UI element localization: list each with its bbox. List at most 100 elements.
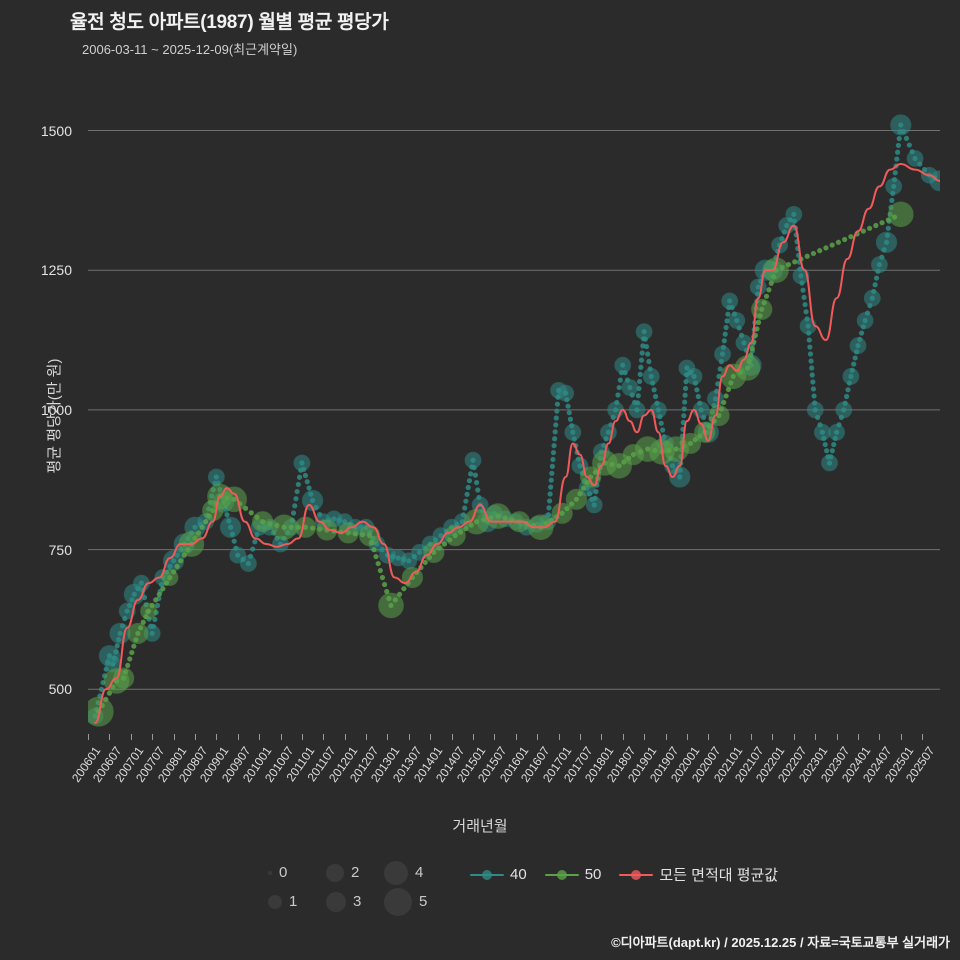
x-tick-mark: [686, 734, 688, 740]
data-bubble[interactable]: [423, 541, 445, 563]
connector-dot: [546, 498, 553, 504]
connector-dot: [807, 351, 814, 357]
size-legend: 0 2 4 1 3 5: [268, 858, 442, 916]
data-bubble[interactable]: [849, 337, 867, 355]
size-legend-bubble: [326, 863, 344, 882]
connector-dot: [294, 488, 300, 495]
data-bubble[interactable]: [785, 205, 803, 223]
data-bubble[interactable]: [628, 401, 646, 419]
data-bubble[interactable]: [707, 390, 724, 408]
data-bubble[interactable]: [293, 454, 311, 472]
data-bubble[interactable]: [378, 592, 404, 619]
data-bubble[interactable]: [828, 423, 846, 441]
size-legend-label: 1: [289, 893, 298, 910]
data-bubble[interactable]: [88, 696, 114, 727]
data-bubble[interactable]: [749, 278, 767, 296]
data-bubble[interactable]: [621, 379, 639, 396]
connector-dot: [844, 393, 850, 400]
data-bubble[interactable]: [240, 555, 257, 572]
connector-dot: [441, 541, 448, 547]
data-bubble[interactable]: [221, 486, 247, 513]
data-bubble[interactable]: [642, 367, 660, 385]
data-bubble[interactable]: [557, 384, 575, 402]
average-line[interactable]: [94, 163, 940, 724]
data-bubble[interactable]: [679, 432, 702, 455]
connector-dot: [903, 135, 910, 141]
x-tick-mark: [237, 734, 239, 740]
connector-dot: [384, 588, 390, 595]
data-bubble[interactable]: [207, 468, 225, 486]
data-bubble[interactable]: [464, 451, 482, 469]
connector-dot: [290, 510, 297, 516]
x-tick-mark: [473, 734, 474, 740]
data-bubble[interactable]: [842, 367, 860, 385]
connector-dot: [292, 503, 298, 509]
data-bubble[interactable]: [316, 519, 338, 541]
series-legend-item[interactable]: 40: [470, 866, 527, 883]
connector-dot: [806, 337, 812, 343]
data-bubble[interactable]: [359, 525, 381, 547]
connector-dot: [766, 287, 772, 293]
data-bubble[interactable]: [485, 503, 511, 529]
data-bubble[interactable]: [906, 150, 924, 167]
data-bubble[interactable]: [140, 602, 158, 620]
data-bubble[interactable]: [565, 488, 587, 510]
data-bubble[interactable]: [714, 345, 731, 363]
connector-dot: [755, 319, 762, 325]
y-tick-label: 1000: [40, 401, 72, 418]
y-tick-label: 1500: [40, 122, 72, 139]
data-bubble[interactable]: [813, 423, 831, 441]
data-bubble[interactable]: [294, 516, 317, 538]
data-bubble[interactable]: [728, 312, 746, 329]
data-bubble[interactable]: [890, 114, 912, 136]
data-bubble[interactable]: [229, 546, 247, 564]
connector-dot: [835, 239, 842, 245]
data-bubble[interactable]: [685, 367, 703, 385]
connector-dot: [295, 481, 301, 488]
data-bubble[interactable]: [835, 401, 853, 419]
data-bubble[interactable]: [219, 516, 242, 538]
data-bubble[interactable]: [763, 257, 789, 284]
data-bubble[interactable]: [127, 622, 149, 645]
data-bubble[interactable]: [875, 231, 898, 253]
series-connector-40: [92, 122, 938, 719]
data-bubble[interactable]: [161, 569, 179, 586]
data-bubble[interactable]: [821, 454, 838, 472]
data-bubble[interactable]: [271, 514, 297, 541]
data-bubble[interactable]: [885, 178, 903, 195]
x-tick-mark: [109, 734, 111, 740]
series-legend-item[interactable]: 50: [544, 866, 601, 883]
data-bubble[interactable]: [252, 511, 274, 533]
data-bubble[interactable]: [863, 289, 881, 307]
data-bubble[interactable]: [109, 622, 131, 645]
data-bubble[interactable]: [669, 466, 691, 488]
data-bubble[interactable]: [564, 423, 582, 441]
data-bubble[interactable]: [792, 267, 810, 285]
data-bubble[interactable]: [806, 401, 824, 419]
size-legend-bubble: [268, 870, 272, 875]
data-bubble[interactable]: [118, 602, 136, 620]
x-tick-mark: [301, 734, 303, 740]
connector-dot: [866, 225, 873, 231]
data-bubble[interactable]: [856, 312, 874, 329]
data-bubble[interactable]: [401, 566, 424, 589]
size-legend-row: 1 3 5: [268, 887, 442, 916]
data-bubble[interactable]: [721, 292, 739, 310]
connector-dot: [682, 392, 688, 398]
connector-dot: [822, 441, 828, 448]
connector-dot: [551, 443, 557, 449]
data-bubble[interactable]: [585, 496, 603, 514]
data-bubble[interactable]: [614, 356, 632, 374]
x-tick-mark: [259, 734, 261, 740]
connector-dot: [401, 586, 407, 592]
connector-dot: [873, 222, 879, 229]
data-bubble[interactable]: [887, 201, 914, 228]
x-tick-mark: [494, 734, 496, 740]
data-bubble[interactable]: [635, 323, 653, 341]
y-tick-label: 500: [48, 681, 72, 698]
series-legend-item[interactable]: 모든 면적대 평균값: [619, 864, 778, 885]
x-tick-mark: [922, 734, 924, 740]
data-bubble[interactable]: [870, 256, 888, 274]
connector-dot: [546, 505, 552, 511]
connector-dot: [550, 456, 556, 463]
